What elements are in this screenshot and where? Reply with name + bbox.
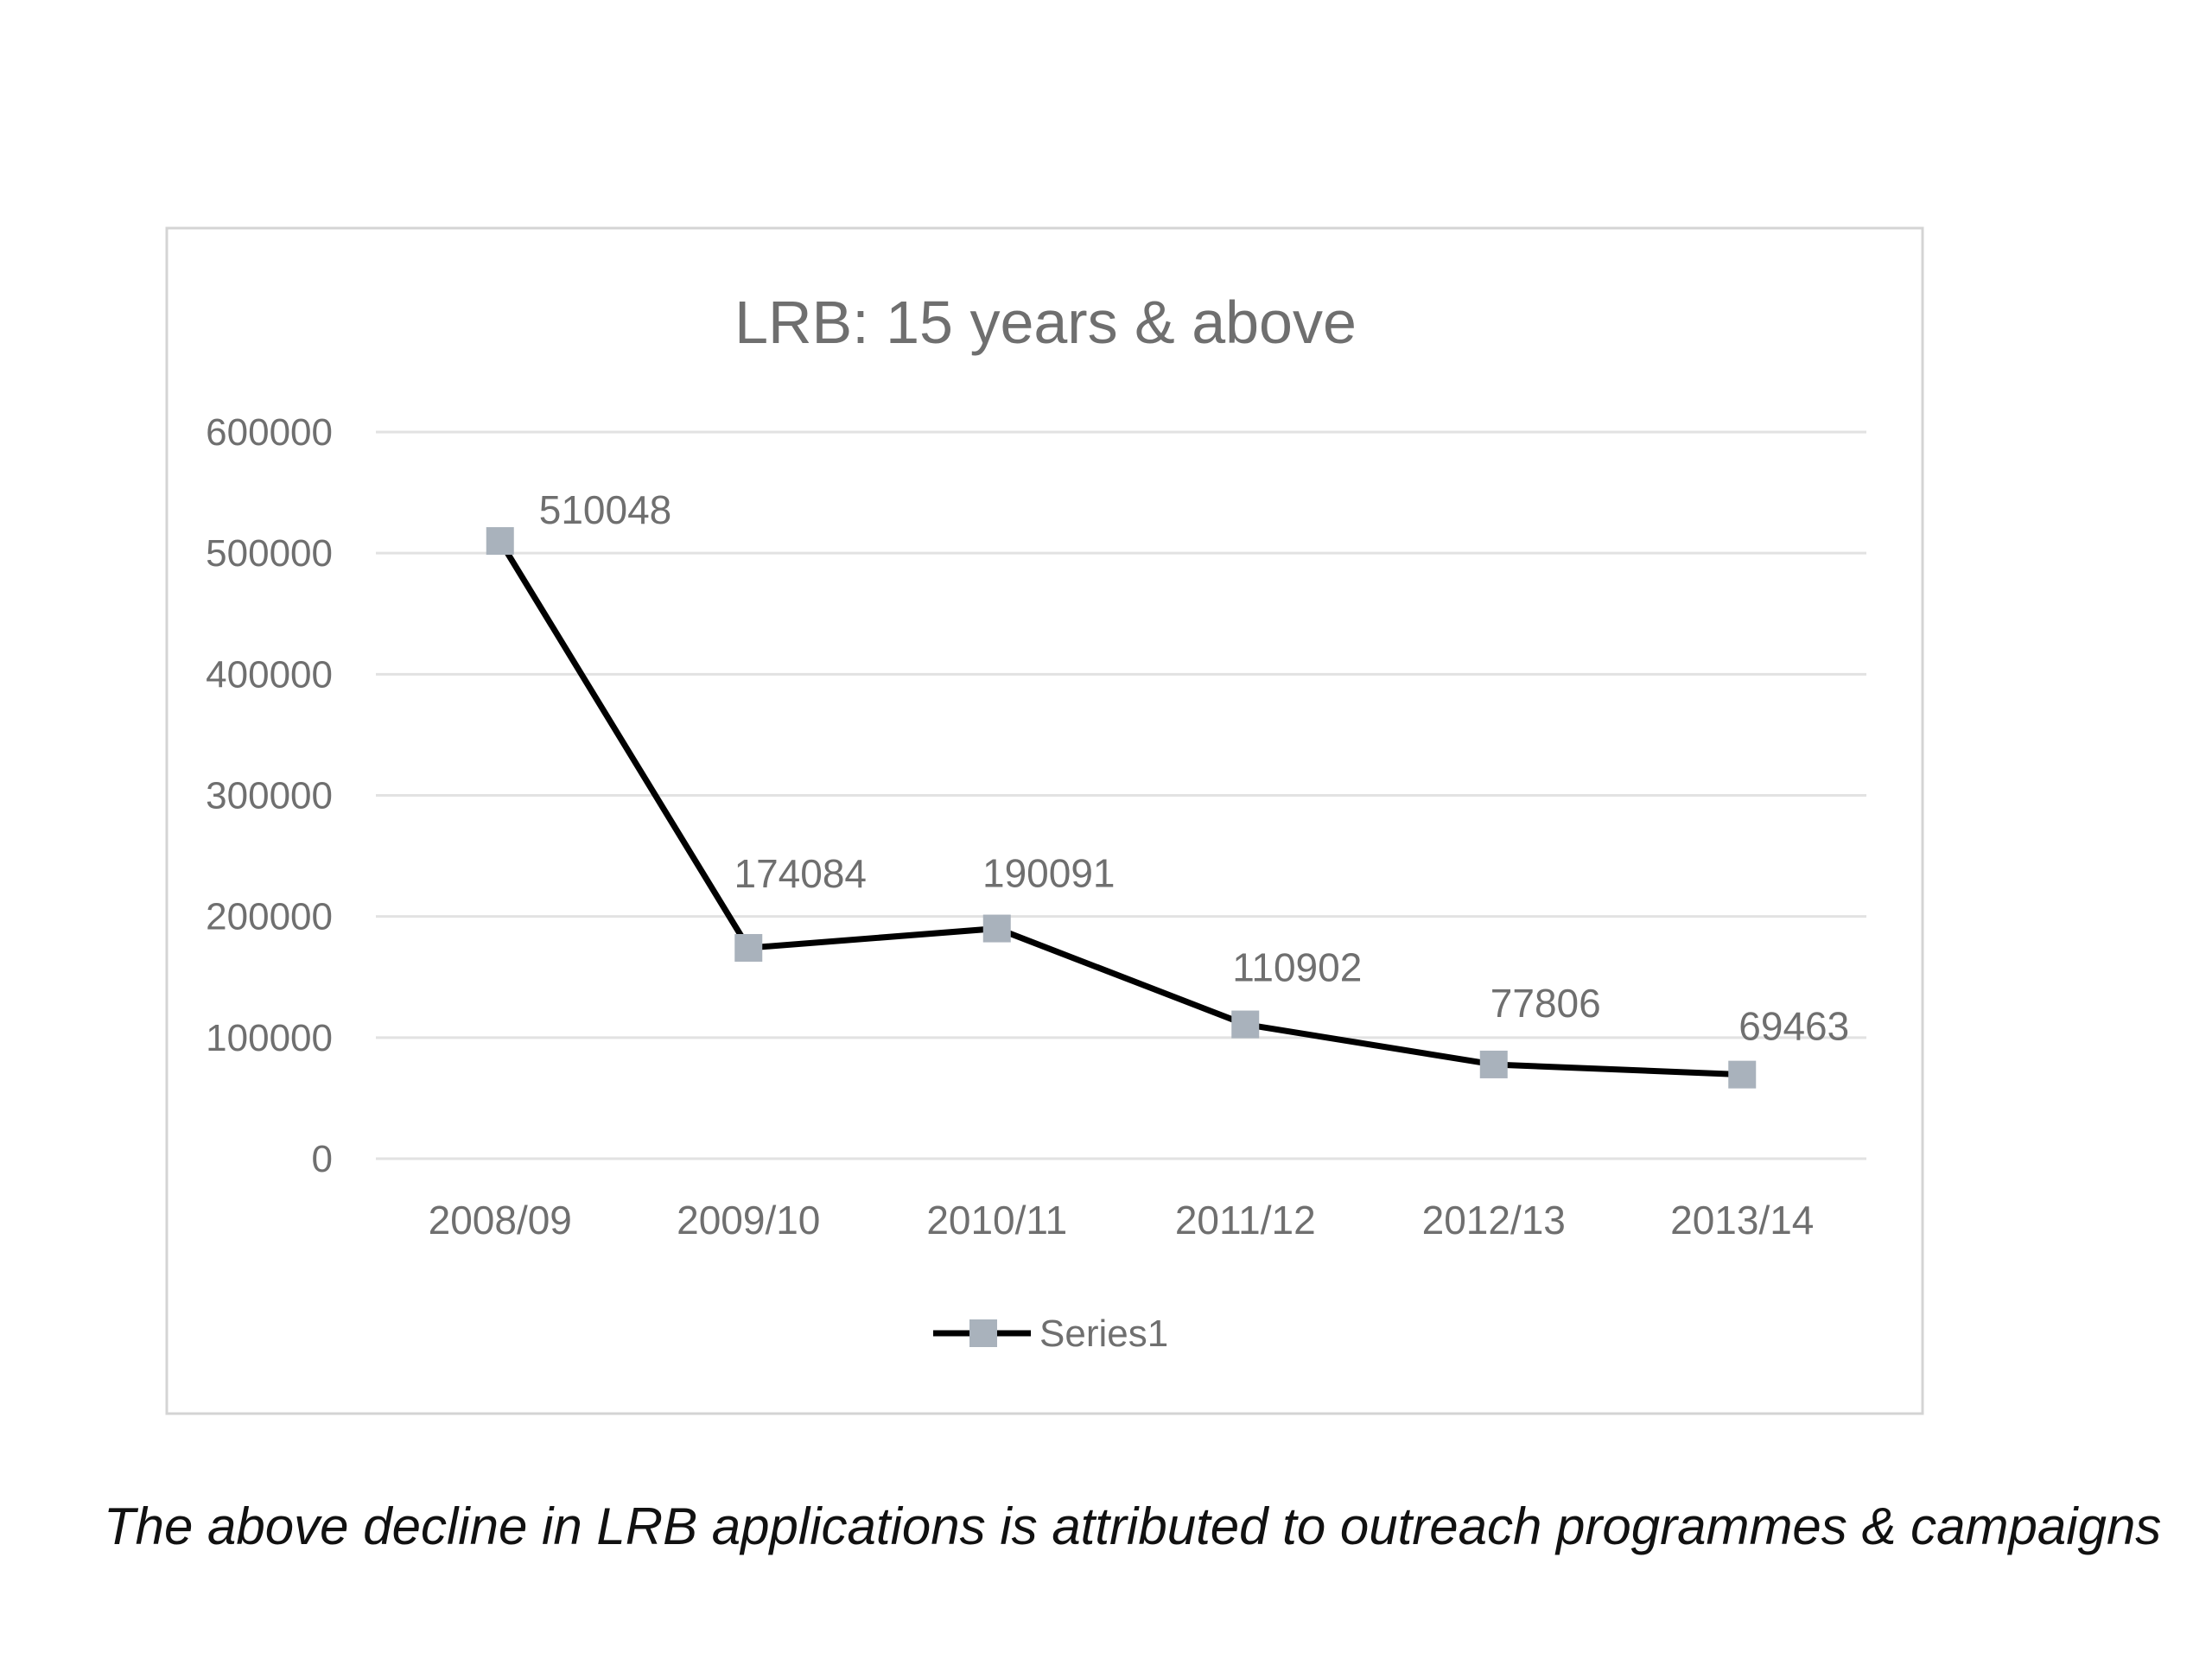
y-tick-label: 400000 — [206, 653, 333, 696]
y-tick-label: 600000 — [206, 411, 333, 454]
chart-title: LRB: 15 years & above — [734, 289, 1357, 356]
x-axis-tick-labels: 2008/09 2009/10 2010/11 2011/12 2012/13 2013/… — [429, 1198, 1815, 1243]
data-label: 190091 — [982, 851, 1116, 896]
y-tick-label: 300000 — [206, 775, 333, 817]
y-tick-label: 500000 — [206, 532, 333, 575]
y-tick-label: 0 — [312, 1138, 333, 1180]
x-tick-label: 2012/13 — [1422, 1198, 1566, 1243]
x-tick-label: 2011/12 — [1175, 1198, 1316, 1243]
data-label: 510048 — [539, 487, 672, 532]
x-tick-label: 2010/11 — [926, 1198, 1067, 1243]
data-point-marker — [1479, 1050, 1508, 1078]
series-line — [497, 539, 1743, 1078]
caption: The above decline in LRB applications is… — [104, 1497, 2162, 1555]
chart-frame — [165, 226, 1924, 1415]
data-point-marker — [486, 527, 514, 556]
legend: Series1 — [933, 1313, 1168, 1355]
data-label: 110902 — [1232, 945, 1362, 990]
data-label: 174084 — [734, 851, 868, 896]
data-point-marker — [1231, 1010, 1260, 1039]
legend-label: Series1 — [1039, 1313, 1168, 1355]
x-tick-label: 2013/14 — [1670, 1198, 1814, 1243]
data-point-marker — [1728, 1060, 1757, 1089]
legend-marker-swatch — [969, 1319, 997, 1347]
data-point-marker — [982, 914, 1011, 943]
x-tick-label: 2008/09 — [429, 1198, 572, 1243]
data-point-marker — [734, 933, 763, 962]
x-tick-label: 2009/10 — [677, 1198, 820, 1243]
gridlines — [376, 430, 1866, 1160]
data-labels: 510048 174084 190091 110902 77806 69463 — [539, 487, 1849, 1049]
data-label: 77806 — [1491, 981, 1601, 1026]
y-tick-label: 200000 — [206, 896, 333, 938]
y-axis-tick-labels: 0 100000 200000 300000 400000 500000 600000 — [206, 411, 333, 1180]
y-tick-label: 100000 — [206, 1017, 333, 1059]
data-label: 69463 — [1738, 1004, 1849, 1049]
series-1 — [486, 527, 1757, 1089]
